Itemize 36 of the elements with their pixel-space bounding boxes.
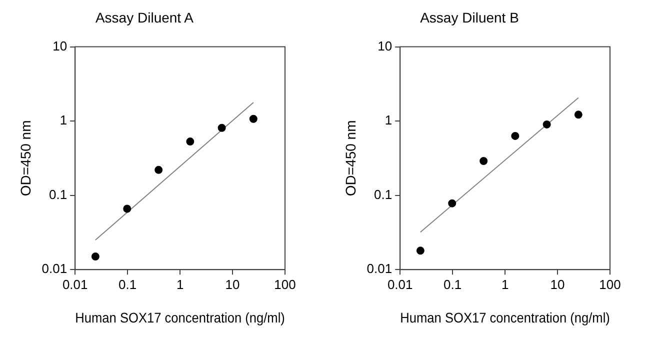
y-tick-label: 0.1 — [49, 186, 68, 202]
point — [218, 124, 226, 132]
x-tick-label: 100 — [274, 276, 296, 292]
point — [542, 120, 551, 128]
y-tick-label: 1 — [60, 112, 68, 128]
x-tick-label: 1 — [501, 276, 509, 292]
y-tick-label: 1 — [384, 112, 392, 128]
y-axis-title: OD=450 nm — [342, 120, 358, 196]
x-tick-label: 100 — [599, 276, 621, 292]
y-axis-title: OD=450 nm — [17, 120, 34, 196]
x-tick-label: 0.1 — [118, 276, 137, 292]
point — [249, 114, 258, 123]
point — [480, 156, 488, 165]
point — [511, 132, 520, 140]
x-tick-label: 1 — [176, 276, 184, 292]
y-tick-label: 10 — [378, 38, 392, 54]
x-tick-label: 10 — [550, 276, 565, 292]
y-tick-label: 10 — [52, 38, 68, 54]
x-tick-label: 0.01 — [387, 276, 413, 292]
chart-title: Assay Diluent A — [95, 9, 194, 26]
point — [91, 252, 100, 261]
point — [154, 166, 163, 174]
point — [448, 199, 456, 208]
x-axis-title: Human SOX17 concentration (ng/ml) — [400, 310, 610, 326]
point — [123, 204, 132, 213]
y-tick-label: 0.01 — [42, 261, 68, 276]
point — [574, 110, 582, 119]
y-tick-label: 0.01 — [366, 261, 392, 276]
x-axis-title: Human SOX17 concentration (ng/ml) — [75, 310, 285, 326]
x-tick-label: 10 — [225, 276, 240, 292]
chart-title: Assay Diluent B — [420, 9, 519, 26]
y-tick-label: 0.1 — [374, 186, 392, 202]
point — [186, 138, 194, 146]
point — [416, 246, 424, 255]
x-tick-label: 0.01 — [62, 276, 88, 292]
x-tick-label: 0.1 — [444, 276, 462, 292]
